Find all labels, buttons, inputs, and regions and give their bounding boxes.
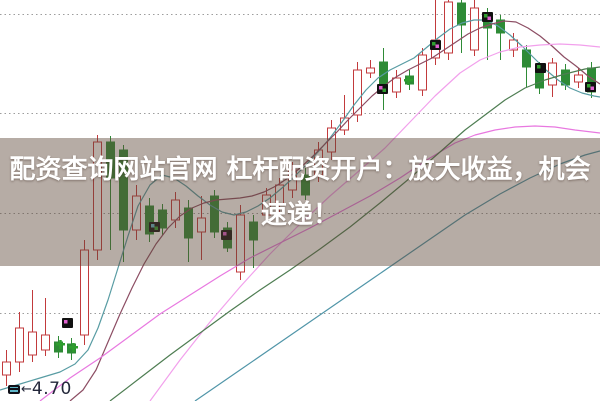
headline-text: 配资查询网站官网 杠杆配资开户：放大收益，机会 速递！ bbox=[0, 148, 600, 238]
headline-line-1: 配资查询网站官网 杠杆配资开户：放大收益，机会 bbox=[9, 155, 591, 185]
moving-average-lines bbox=[0, 19, 600, 401]
ma-long-green bbox=[109, 66, 600, 401]
headline-line-2: 速递！ bbox=[260, 200, 339, 230]
ma-fast-teal bbox=[0, 19, 600, 391]
headline-banner bbox=[0, 138, 600, 266]
price-marker-icon bbox=[8, 384, 20, 394]
ma-slow-pink bbox=[149, 43, 600, 401]
price-annotation: ← 4.70 bbox=[8, 379, 72, 399]
ma-long-violet bbox=[39, 125, 600, 401]
price-label: 4.70 bbox=[31, 379, 72, 399]
left-arrow-icon: ← bbox=[21, 381, 32, 397]
signal-marker-icons bbox=[56, 12, 596, 352]
ma-longest-blue bbox=[194, 150, 600, 401]
ma-mid-maroon bbox=[69, 20, 600, 401]
